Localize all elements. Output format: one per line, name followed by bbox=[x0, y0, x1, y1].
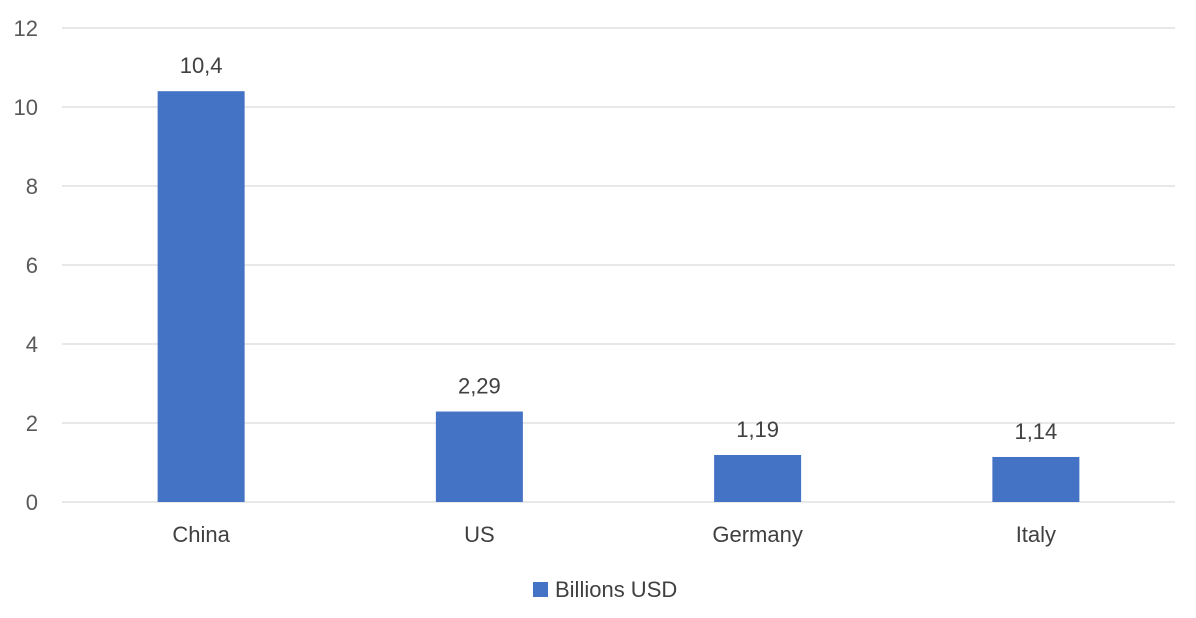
bar-us bbox=[435, 411, 523, 502]
y-tick-label: 10 bbox=[14, 95, 38, 120]
y-tick-label: 8 bbox=[26, 174, 38, 199]
bar-italy bbox=[992, 456, 1080, 502]
category-label: US bbox=[464, 522, 495, 547]
data-label: 1,14 bbox=[1014, 419, 1057, 444]
legend-label: Billions USD bbox=[555, 577, 677, 602]
bar-germany bbox=[714, 454, 802, 502]
y-tick-label: 0 bbox=[26, 490, 38, 515]
legend: Billions USD bbox=[533, 577, 677, 602]
bars bbox=[157, 91, 1080, 502]
x-axis-labels: China US Germany Italy bbox=[172, 522, 1056, 547]
data-label: 1,19 bbox=[736, 417, 779, 442]
y-tick-label: 6 bbox=[26, 253, 38, 278]
data-labels: 10,4 2,29 1,19 1,14 bbox=[180, 53, 1058, 444]
category-label: Italy bbox=[1016, 522, 1056, 547]
category-label: China bbox=[172, 522, 230, 547]
gridlines bbox=[62, 27, 1175, 503]
category-label: Germany bbox=[712, 522, 802, 547]
y-tick-label: 4 bbox=[26, 332, 38, 357]
bar-china bbox=[157, 91, 245, 502]
y-tick-label: 12 bbox=[14, 16, 38, 41]
y-axis-ticks: 0 2 4 6 8 10 12 bbox=[14, 16, 38, 515]
data-label: 10,4 bbox=[180, 53, 223, 78]
data-label: 2,29 bbox=[458, 374, 501, 399]
legend-swatch bbox=[533, 582, 548, 597]
y-tick-label: 2 bbox=[26, 411, 38, 436]
